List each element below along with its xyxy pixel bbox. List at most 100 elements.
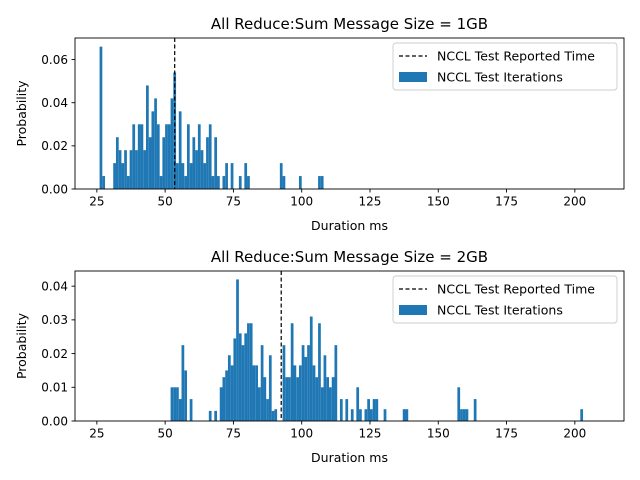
histogram-bar xyxy=(135,150,138,189)
histogram-bar xyxy=(247,323,250,421)
x-tick-label: 50 xyxy=(157,195,172,209)
histogram-bar xyxy=(282,345,286,421)
histogram-bar xyxy=(137,124,141,189)
histogram-bar xyxy=(184,370,187,421)
histogram-bar xyxy=(268,355,272,421)
histogram-bar xyxy=(227,355,231,421)
histogram-bar xyxy=(252,365,256,421)
histogram-bar xyxy=(350,409,354,421)
x-tick-label: 50 xyxy=(157,427,172,441)
histogram-bar xyxy=(402,409,406,421)
histogram-bar xyxy=(285,377,289,421)
y-tick-label: 0.00 xyxy=(41,414,68,428)
histogram-bar xyxy=(178,399,182,421)
histogram-bar xyxy=(318,323,321,421)
histogram-bar xyxy=(225,163,228,189)
histogram-bar xyxy=(113,163,116,189)
histogram-bar xyxy=(148,137,152,189)
histogram-bar xyxy=(181,345,185,421)
histogram-bar xyxy=(318,176,321,189)
histogram-bar xyxy=(214,137,218,189)
histogram-bar xyxy=(208,410,212,421)
legend: NCCL Test Reported Time NCCL Test Iterat… xyxy=(392,275,618,324)
histogram-bar xyxy=(241,345,245,421)
histogram-bar xyxy=(140,124,144,189)
histogram-bar xyxy=(266,399,269,421)
histogram-bar xyxy=(184,176,187,189)
histogram-bar xyxy=(219,387,223,421)
histogram-bar xyxy=(258,387,261,421)
histogram-bar xyxy=(367,399,370,421)
histogram-bar xyxy=(298,365,302,421)
histogram-bar xyxy=(304,356,308,421)
histogram-bar xyxy=(473,399,477,421)
histogram-bar xyxy=(206,137,209,189)
histogram-bar xyxy=(465,409,469,421)
histogram-bar xyxy=(115,137,119,189)
histogram-bar xyxy=(339,399,343,421)
bars-group xyxy=(170,279,584,421)
x-tick-label: 100 xyxy=(290,427,313,441)
legend-box xyxy=(392,42,618,91)
x-tick-label: 25 xyxy=(89,427,104,441)
histogram-bar xyxy=(369,409,373,421)
x-tick-label: 175 xyxy=(495,427,518,441)
histogram-bar xyxy=(99,46,103,189)
histogram-bar xyxy=(405,409,409,421)
histogram-bar xyxy=(225,370,228,421)
x-tick-label: 125 xyxy=(359,427,382,441)
histogram-bar xyxy=(326,377,330,421)
legend-reference-line-label: NCCL Test Reported Time xyxy=(437,49,595,64)
histogram-bar xyxy=(247,176,250,189)
histogram-bar xyxy=(126,176,130,189)
y-tick-label: 0.01 xyxy=(41,381,68,395)
x-axis-label: Duration ms xyxy=(311,218,388,233)
histogram-bar xyxy=(230,365,234,421)
histogram-bar xyxy=(282,176,286,189)
chart-panel-1gb: All Reduce:Sum Message Size = 1GB 25 50 75… xyxy=(14,15,625,233)
x-tick-label: 125 xyxy=(359,195,382,209)
histogram-bar xyxy=(170,98,174,189)
y-tick-label: 0.03 xyxy=(41,313,68,327)
histogram-bar xyxy=(312,365,316,421)
histogram-bar xyxy=(214,410,218,421)
histogram-bar xyxy=(195,150,198,189)
histogram-bar xyxy=(383,409,387,421)
histogram-bar xyxy=(189,399,193,421)
x-tick-label: 25 xyxy=(89,195,104,209)
histogram-bar xyxy=(222,377,226,421)
axes-frame xyxy=(74,270,625,422)
chart-title: All Reduce:Sum Message Size = 2GB xyxy=(211,248,488,266)
histogram-bar xyxy=(146,85,149,189)
histogram-bar xyxy=(162,137,166,189)
histogram-bar xyxy=(178,111,182,189)
histogram-bar xyxy=(200,150,204,189)
histogram-bar xyxy=(238,333,242,421)
histogram-bar xyxy=(159,176,163,189)
histogram-bar xyxy=(329,387,332,421)
histogram-bar xyxy=(580,409,584,421)
histogram-bar xyxy=(298,176,302,189)
histogram-bar xyxy=(230,163,234,189)
histogram-bar xyxy=(222,176,226,189)
histogram-bar xyxy=(121,163,125,189)
histogram-bar xyxy=(364,409,368,421)
histogram-bar xyxy=(288,377,291,421)
histogram-bar xyxy=(244,163,248,189)
chart-title: All Reduce:Sum Message Size = 1GB xyxy=(211,15,488,33)
histogram-bar xyxy=(217,176,220,189)
histogram-bar xyxy=(356,387,360,421)
y-tick-label: 0.00 xyxy=(41,182,68,196)
histogram-bar xyxy=(323,355,327,421)
x-axis-label: Duration ms xyxy=(311,450,388,465)
histogram-bar xyxy=(279,163,283,189)
histogram-bar xyxy=(301,345,305,421)
histogram-bar xyxy=(271,410,275,421)
histogram-bar xyxy=(307,345,310,421)
histogram-bar xyxy=(197,124,201,189)
histogram-bar xyxy=(293,365,297,421)
histogram-bar xyxy=(255,365,258,421)
histogram-bar xyxy=(334,345,338,421)
histogram-bar xyxy=(249,323,253,421)
histogram-bar xyxy=(263,377,267,421)
